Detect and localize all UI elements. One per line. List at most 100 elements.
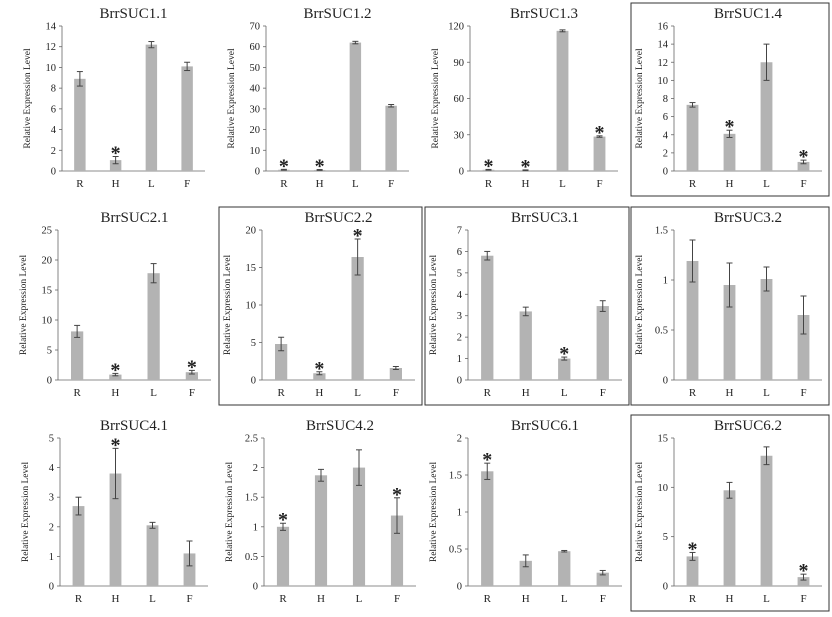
bar-r xyxy=(74,78,86,171)
x-tick-label: L xyxy=(149,593,156,605)
chart-brrsuc6-1: BrrSUC6.1 Relative Expression Level 0 0.5 1 1… xyxy=(424,414,630,612)
error-bar-f xyxy=(186,540,193,567)
error-bar-f xyxy=(800,159,807,165)
y-tick-label: 1 xyxy=(49,552,54,563)
chart-title: BrrSUC1.2 xyxy=(304,6,372,22)
y-tick-label: 5 xyxy=(457,268,462,279)
y-tick-label: 2.5 xyxy=(245,434,258,445)
x-tick-label: L xyxy=(352,178,359,190)
chart-svg: BrrSUC6.1 Relative Expression Level 0 0.5 1 1… xyxy=(429,418,622,605)
x-tick-label: F xyxy=(596,178,602,190)
bar-h xyxy=(519,560,532,586)
y-tick-label: 20 xyxy=(246,226,257,237)
bar-r xyxy=(686,261,699,380)
y-tick-label: 12 xyxy=(658,58,669,69)
x-tick-label: H xyxy=(315,387,323,399)
chart-title: BrrSUC3.1 xyxy=(511,210,579,226)
y-tick-label: 60 xyxy=(250,42,261,53)
x-tick-label: F xyxy=(800,387,806,399)
error-bar-f xyxy=(394,497,400,534)
error-bar-h xyxy=(112,372,119,377)
error-bar-f xyxy=(388,104,395,108)
y-axis-label: Relative Expression Level xyxy=(227,48,237,149)
y-tick-label: 20 xyxy=(250,125,261,136)
chart-brrsuc3-1: BrrSUC3.1 Relative Expression Level 0 1 2 3 4 5… xyxy=(424,206,630,406)
y-tick-label: 1 xyxy=(663,276,668,287)
y-axis-label: Relative Expression Level xyxy=(19,255,29,356)
x-tick-label: H xyxy=(317,593,325,605)
error-bar-r xyxy=(280,522,286,531)
significance-star: * xyxy=(559,343,569,365)
significance-star: * xyxy=(314,358,324,380)
chart-frame xyxy=(630,414,830,612)
x-tick-label: H xyxy=(111,387,119,399)
bar-f xyxy=(389,368,402,380)
y-tick-label: 15 xyxy=(658,434,669,445)
bar-l xyxy=(146,525,159,586)
error-bar-l xyxy=(559,29,566,33)
y-tick-label: 0 xyxy=(459,167,464,178)
x-tick-label: L xyxy=(150,387,157,399)
error-bar-r xyxy=(485,168,492,171)
error-bar-r xyxy=(484,462,491,480)
x-tick-label: H xyxy=(112,178,120,190)
bar-l xyxy=(760,455,773,586)
y-tick-label: 120 xyxy=(448,22,464,33)
chart-title: BrrSUC1.1 xyxy=(100,6,168,22)
chart-title: BrrSUC2.2 xyxy=(305,210,373,226)
error-bar-f xyxy=(800,295,807,335)
bar-f xyxy=(797,161,810,171)
bar-h xyxy=(109,160,122,171)
bar-h xyxy=(723,285,736,380)
y-axis-label: Relative Expression Level xyxy=(225,462,235,563)
y-tick-label: 90 xyxy=(454,58,465,69)
chart-title: BrrSUC6.2 xyxy=(714,418,782,434)
chart-title: BrrSUC6.1 xyxy=(511,418,579,434)
x-tick-label: L xyxy=(559,178,566,190)
error-bar-h xyxy=(522,169,529,172)
x-tick-label: F xyxy=(800,178,806,190)
significance-star: * xyxy=(279,155,289,177)
y-tick-label: 0 xyxy=(457,376,462,387)
y-tick-label: 2 xyxy=(49,522,54,533)
error-bar-h xyxy=(318,468,324,482)
bar-h xyxy=(313,373,326,380)
y-tick-label: 7 xyxy=(457,226,462,237)
error-bar-h xyxy=(726,262,733,308)
y-tick-label: 15 xyxy=(42,286,53,297)
y-tick-label: 70 xyxy=(250,22,261,33)
error-bar-l xyxy=(149,521,156,529)
error-bar-h xyxy=(522,554,529,568)
y-axis-label: Relative Expression Level xyxy=(431,48,441,149)
error-bar-l xyxy=(356,449,362,486)
y-tick-label: 30 xyxy=(250,104,261,115)
y-tick-label: 4 xyxy=(663,130,669,141)
x-tick-label: R xyxy=(277,387,285,399)
bar-l xyxy=(556,30,569,172)
x-tick-label: F xyxy=(600,593,606,605)
chart-frame xyxy=(424,206,630,406)
y-tick-label: 15 xyxy=(246,263,257,274)
y-tick-label: 2 xyxy=(51,146,56,157)
x-tick-label: R xyxy=(76,178,84,190)
x-tick-label: R xyxy=(484,387,492,399)
y-tick-label: 8 xyxy=(51,84,56,95)
y-tick-label: 0.5 xyxy=(449,545,462,556)
significance-star: * xyxy=(187,356,197,378)
error-bar-l xyxy=(763,446,770,466)
x-tick-label: R xyxy=(689,593,697,605)
bar-h xyxy=(519,311,532,380)
chart-title: BrrSUC1.3 xyxy=(510,6,578,22)
error-bar-h xyxy=(726,481,733,499)
y-tick-label: 5 xyxy=(663,532,668,543)
y-tick-label: 2 xyxy=(663,148,668,159)
x-tick-label: L xyxy=(561,387,568,399)
chart-brrsuc3-2: BrrSUC3.2 Relative Expression Level 0 0.5 1 1… xyxy=(630,206,830,406)
x-tick-label: H xyxy=(522,178,530,190)
y-axis-label: Relative Expression Level xyxy=(635,255,645,356)
error-bar-r xyxy=(75,496,82,516)
bar-f xyxy=(797,577,810,586)
bar-h xyxy=(109,374,122,380)
chart-svg: BrrSUC1.3 Relative Expression Level 0 30 60 9… xyxy=(431,6,618,190)
